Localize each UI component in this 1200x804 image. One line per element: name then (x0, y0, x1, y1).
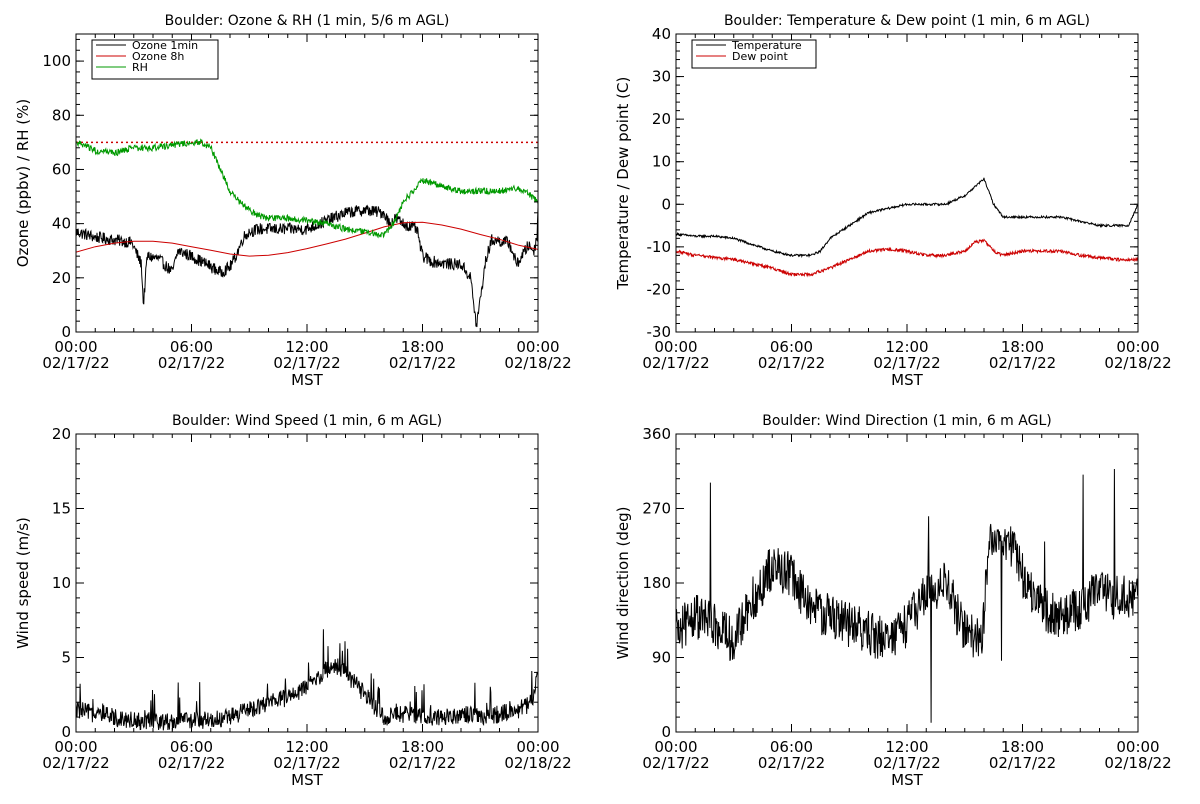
y-tick-label: 10 (52, 574, 71, 592)
x-tick-date: 02/18/22 (504, 354, 571, 372)
y-tick-label: 0 (61, 323, 71, 341)
y-tick-label: 80 (52, 106, 71, 124)
y-tick-label: 5 (61, 649, 71, 667)
x-tick-date: 02/17/22 (642, 354, 709, 372)
x-axis-label: MST (291, 771, 323, 789)
x-tick-time: 06:00 (170, 338, 213, 356)
series-line-dew-point (676, 238, 1138, 278)
x-tick-time: 12:00 (885, 738, 928, 756)
x-tick-date: 02/17/22 (758, 354, 825, 372)
x-tick-time: 12:00 (285, 738, 328, 756)
chart-title: Boulder: Temperature & Dew point (1 min,… (724, 13, 1090, 29)
y-tick-label: 270 (642, 500, 671, 518)
y-axis-label: Wind speed (m/s) (14, 517, 32, 649)
y-tick-label: 90 (652, 649, 671, 667)
y-tick-label: 30 (652, 68, 671, 86)
chart-wind-speed: 0510152000:0002/17/2206:0002/17/2212:000… (14, 413, 572, 789)
chart-ozone-rh: 02040608010000:0002/17/2206:0002/17/2212… (14, 13, 572, 389)
legend-label: RH (132, 61, 148, 74)
x-tick-date: 02/17/22 (642, 754, 709, 772)
x-tick-time: 18:00 (1001, 338, 1044, 356)
x-tick-time: 00:00 (1116, 338, 1159, 356)
x-tick-time: 00:00 (1116, 738, 1159, 756)
x-tick-time: 06:00 (770, 738, 813, 756)
y-tick-label: 20 (52, 425, 71, 443)
x-tick-time: 06:00 (170, 738, 213, 756)
x-tick-time: 00:00 (654, 738, 697, 756)
x-tick-date: 02/17/22 (389, 354, 456, 372)
x-tick-date: 02/17/22 (42, 354, 109, 372)
series-line-temperature (676, 177, 1138, 259)
y-tick-label: 20 (652, 110, 671, 128)
x-tick-date: 02/17/22 (873, 354, 940, 372)
legend-label: Temperature (731, 39, 802, 52)
x-tick-date: 02/18/22 (1104, 354, 1171, 372)
y-axis-label: Temperature / Dew point (C) (614, 77, 632, 291)
y-tick-label: 360 (642, 425, 671, 443)
x-tick-date: 02/17/22 (273, 354, 340, 372)
series-line-data (76, 629, 538, 731)
y-tick-label: -30 (647, 323, 672, 341)
x-tick-time: 00:00 (516, 738, 559, 756)
y-tick-label: -10 (647, 238, 672, 256)
x-tick-date: 02/18/22 (1104, 754, 1171, 772)
x-axis-label: MST (891, 771, 923, 789)
series-line-rh (76, 138, 538, 239)
series-line-ozone-8h (76, 221, 538, 257)
chart-temperature-dewpoint: -30-20-1001020304000:0002/17/2206:0002/1… (614, 13, 1172, 389)
x-tick-time: 00:00 (654, 338, 697, 356)
chart-wind-direction: 09018027036000:0002/17/2206:0002/17/2212… (614, 413, 1172, 789)
y-tick-label: 10 (652, 153, 671, 171)
y-tick-label: -20 (647, 280, 672, 298)
x-tick-date: 02/18/22 (504, 754, 571, 772)
x-tick-time: 18:00 (1001, 738, 1044, 756)
y-tick-label: 0 (661, 723, 671, 741)
x-tick-date: 02/17/22 (389, 754, 456, 772)
y-tick-label: 0 (61, 723, 71, 741)
x-tick-time: 18:00 (401, 738, 444, 756)
legend-label: Dew point (732, 50, 788, 63)
x-tick-date: 02/17/22 (158, 354, 225, 372)
x-tick-time: 12:00 (285, 338, 328, 356)
x-tick-time: 00:00 (516, 338, 559, 356)
x-axis-label: MST (291, 371, 323, 389)
y-tick-label: 20 (52, 269, 71, 287)
x-tick-date: 02/17/22 (158, 754, 225, 772)
x-tick-date: 02/17/22 (989, 754, 1056, 772)
legend-label: Ozone 1min (132, 39, 198, 52)
y-tick-label: 40 (652, 25, 671, 43)
y-tick-label: 100 (42, 52, 71, 70)
x-tick-time: 00:00 (54, 738, 97, 756)
x-tick-date: 02/17/22 (989, 354, 1056, 372)
legend-box (91, 39, 219, 80)
x-tick-time: 12:00 (885, 338, 928, 356)
x-tick-date: 02/17/22 (42, 754, 109, 772)
chart-title: Boulder: Wind Speed (1 min, 6 m AGL) (172, 413, 442, 429)
plot-frame (675, 33, 1139, 333)
x-axis-label: MST (891, 371, 923, 389)
x-tick-time: 06:00 (770, 338, 813, 356)
y-tick-label: 0 (661, 195, 671, 213)
y-tick-label: 60 (52, 160, 71, 178)
series-line-data (676, 468, 1138, 723)
y-tick-label: 40 (52, 215, 71, 233)
y-axis-label: Wind direction (deg) (614, 507, 632, 660)
x-tick-date: 02/17/22 (273, 754, 340, 772)
series-line-ozone-1min (76, 204, 538, 328)
y-axis-label: Ozone (ppbv) / RH (%) (14, 99, 32, 268)
plot-frame (675, 433, 1139, 733)
y-tick-label: 180 (642, 574, 671, 592)
x-tick-time: 18:00 (401, 338, 444, 356)
chart-title: Boulder: Wind Direction (1 min, 6 m AGL) (762, 413, 1051, 429)
y-tick-label: 15 (52, 500, 71, 518)
x-tick-date: 02/17/22 (873, 754, 940, 772)
x-tick-date: 02/17/22 (758, 754, 825, 772)
chart-title: Boulder: Ozone & RH (1 min, 5/6 m AGL) (165, 13, 450, 29)
legend-label: Ozone 8h (132, 50, 184, 63)
x-tick-time: 00:00 (54, 338, 97, 356)
